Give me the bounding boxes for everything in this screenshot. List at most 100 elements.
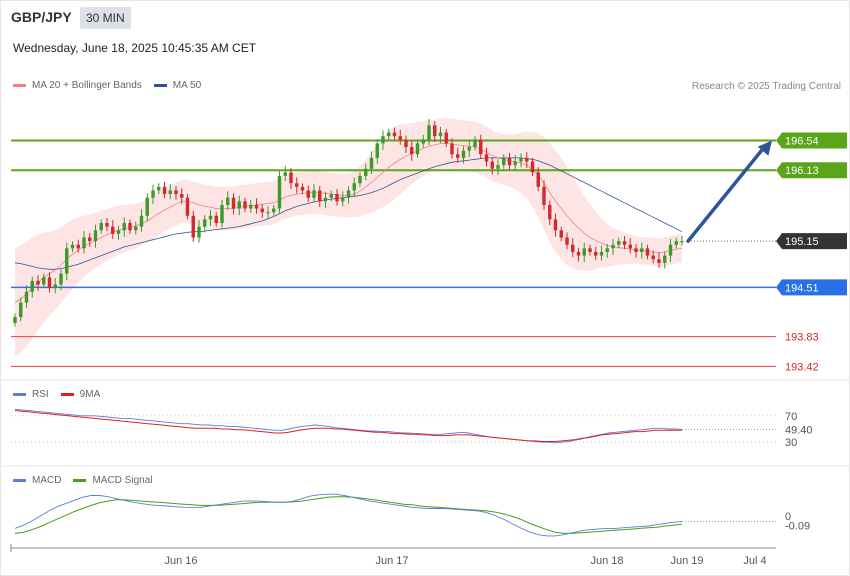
candle bbox=[438, 126, 443, 143]
candle-body bbox=[599, 251, 604, 256]
legend-label-rsi-ma: 9MA bbox=[79, 389, 101, 400]
candle-body bbox=[42, 277, 46, 285]
legend-label-rsi: RSI bbox=[32, 389, 49, 400]
candle-body bbox=[410, 147, 414, 155]
level-tag-target: 193.83 bbox=[785, 332, 819, 344]
x-tick-label: Jun 19 bbox=[670, 555, 703, 567]
candle-body bbox=[47, 277, 52, 289]
timeframe-badge[interactable]: 30 MIN bbox=[80, 7, 131, 29]
candle bbox=[622, 236, 627, 250]
candle bbox=[42, 273, 46, 289]
candle bbox=[300, 183, 305, 195]
candle-body bbox=[519, 157, 523, 162]
candle bbox=[398, 129, 402, 145]
candle-body bbox=[208, 215, 213, 220]
candle bbox=[312, 183, 316, 203]
candle bbox=[513, 155, 517, 171]
candle bbox=[387, 128, 391, 140]
candle-body bbox=[312, 190, 316, 198]
candle bbox=[174, 186, 178, 200]
candle-body bbox=[358, 175, 362, 184]
level-tag-support: 194.51 bbox=[776, 279, 847, 296]
candle bbox=[496, 159, 500, 176]
candle-body bbox=[13, 317, 17, 323]
rsi-ma9-line bbox=[14, 410, 682, 442]
candle bbox=[203, 215, 207, 233]
candle bbox=[484, 147, 489, 167]
candle bbox=[467, 141, 471, 158]
candle bbox=[306, 185, 310, 203]
legend-swatch-ma20 bbox=[13, 84, 26, 87]
legend-item-macd-signal: MACD Signal bbox=[73, 475, 152, 486]
candle-body bbox=[82, 237, 86, 249]
candle bbox=[13, 313, 17, 327]
candle-body bbox=[335, 194, 339, 202]
legend-swatch-rsi bbox=[13, 393, 26, 396]
candle-body bbox=[277, 175, 282, 209]
candle-body bbox=[404, 139, 408, 148]
candle bbox=[36, 275, 40, 292]
candle-body bbox=[542, 186, 546, 205]
legend-item-macd: MACD bbox=[13, 475, 61, 486]
candle-body bbox=[415, 143, 420, 155]
candle-body bbox=[605, 248, 609, 252]
candle bbox=[594, 246, 598, 260]
candle-body bbox=[231, 197, 236, 209]
candle-body bbox=[65, 248, 69, 274]
candle-body bbox=[450, 143, 454, 155]
legend-item-rsi: RSI bbox=[13, 389, 49, 400]
candle bbox=[19, 297, 23, 322]
candle bbox=[519, 153, 523, 168]
candle-body bbox=[53, 284, 57, 289]
rsi-line bbox=[14, 408, 683, 444]
candle bbox=[82, 230, 86, 254]
candle bbox=[197, 220, 201, 243]
candle-body bbox=[484, 154, 489, 162]
candle-body bbox=[300, 186, 305, 191]
candle bbox=[151, 184, 155, 205]
candle-body bbox=[283, 172, 287, 176]
candle bbox=[530, 157, 535, 176]
candles bbox=[13, 118, 684, 327]
candle bbox=[358, 172, 362, 187]
legend-item-ma20: MA 20 + Bollinger Bands bbox=[13, 80, 142, 91]
candle bbox=[490, 157, 494, 175]
candle bbox=[461, 146, 466, 164]
candle bbox=[249, 199, 253, 213]
candle-body bbox=[352, 183, 356, 191]
macd-panel: 0-0.09 bbox=[14, 493, 810, 537]
level-tag-shape bbox=[776, 233, 847, 250]
research-credit: Research © 2025 Trading Central bbox=[691, 81, 841, 92]
level-tag-label: 196.54 bbox=[785, 136, 819, 148]
candle bbox=[168, 183, 172, 200]
candle bbox=[272, 204, 276, 216]
candle-body bbox=[421, 139, 425, 144]
price-panel: 196.54 196.13 195.15 194.51 193.83 193.42 bbox=[11, 118, 847, 373]
candle bbox=[576, 247, 581, 262]
legend-label-ma50: MA 50 bbox=[172, 80, 202, 91]
candle bbox=[162, 181, 167, 199]
level-tag-resistance: 196.13 bbox=[776, 162, 847, 179]
candle-body bbox=[657, 259, 661, 263]
candle bbox=[588, 244, 592, 256]
candle-body bbox=[548, 204, 552, 220]
candle bbox=[134, 221, 138, 235]
legend-label-ma20: MA 20 + Bollinger Bands bbox=[32, 80, 142, 91]
candle-body bbox=[128, 223, 132, 231]
candle bbox=[65, 242, 69, 281]
candle bbox=[47, 272, 52, 293]
candle-body bbox=[116, 230, 121, 234]
rsi-last-label: 49.40 bbox=[785, 424, 813, 436]
candle bbox=[410, 141, 414, 161]
candle bbox=[214, 212, 218, 227]
candle bbox=[243, 197, 247, 213]
candle-body bbox=[168, 190, 172, 195]
candle-body bbox=[645, 248, 650, 256]
candle bbox=[185, 194, 190, 220]
candle bbox=[645, 244, 650, 260]
level-tag-last: 195.15 bbox=[776, 233, 847, 250]
level-tag-shape bbox=[776, 162, 847, 179]
candle bbox=[651, 250, 655, 264]
